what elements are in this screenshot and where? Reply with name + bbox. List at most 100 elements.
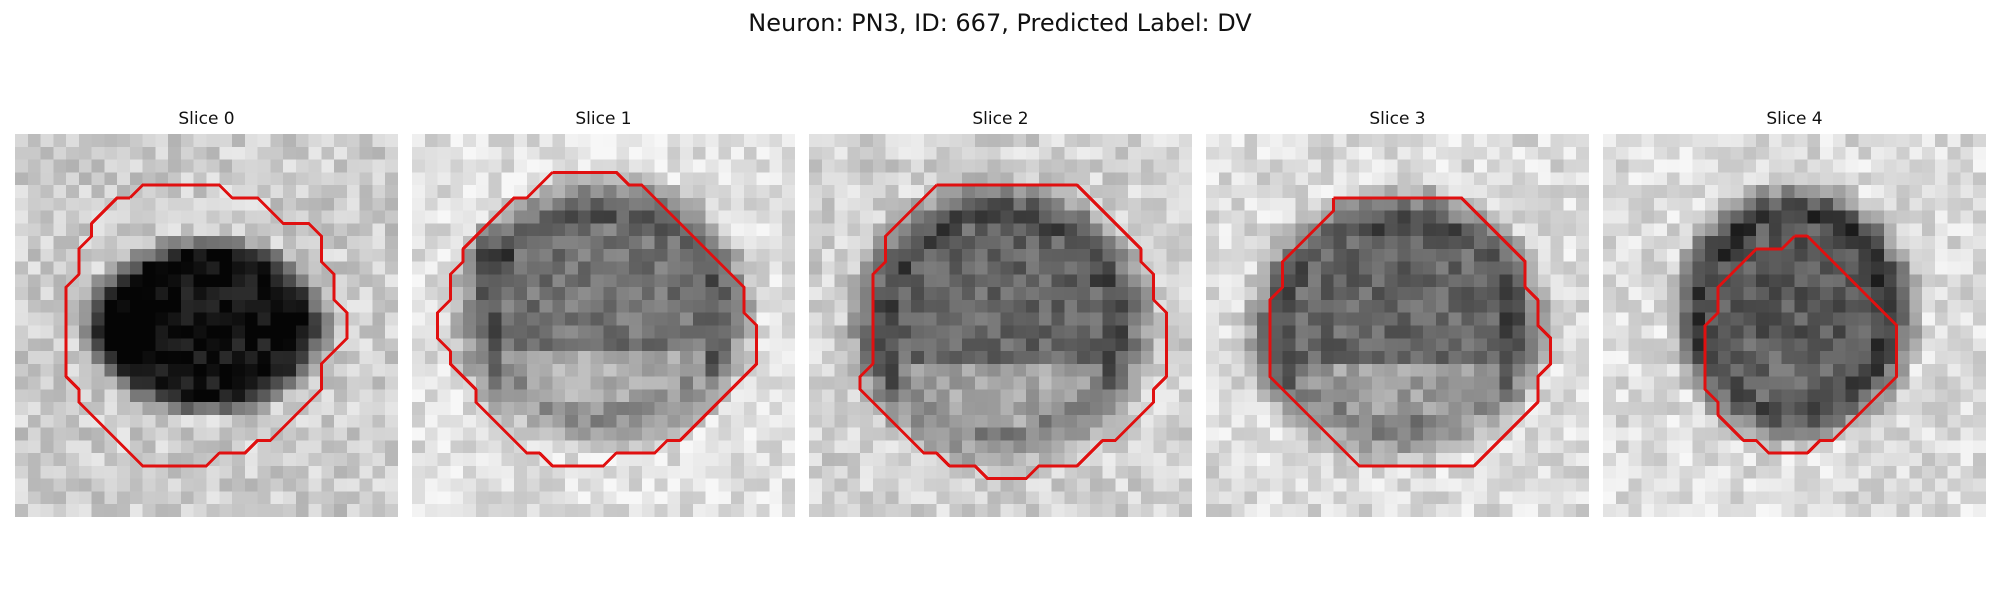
pixel — [1743, 172, 1757, 186]
pixel — [1871, 363, 1885, 377]
pixel — [834, 248, 848, 262]
pixel — [1692, 363, 1706, 377]
pixel — [1410, 223, 1424, 237]
pixel — [15, 134, 29, 148]
pixel — [898, 389, 912, 403]
pixel — [295, 504, 309, 517]
pixel — [27, 427, 41, 441]
pixel — [1371, 299, 1385, 313]
pixel — [577, 172, 591, 186]
pixel — [1474, 261, 1488, 275]
pixel — [1628, 491, 1642, 505]
pixel — [769, 389, 783, 403]
pixel — [1705, 146, 1719, 160]
pixel — [1231, 248, 1245, 262]
pixel — [1077, 223, 1091, 237]
pixel — [923, 261, 937, 275]
pixel — [168, 402, 182, 416]
pixel — [283, 504, 297, 517]
pixel — [1308, 453, 1322, 467]
pixel — [1858, 504, 1872, 517]
pixel — [463, 453, 477, 467]
pixel — [1896, 389, 1910, 403]
pixel — [1947, 248, 1961, 262]
pixel — [424, 197, 438, 211]
pixel — [1628, 287, 1642, 301]
pixel — [821, 414, 835, 428]
pixel — [1231, 478, 1245, 492]
pixel — [1410, 427, 1424, 441]
pixel — [219, 299, 233, 313]
pixel — [15, 197, 29, 211]
pixel — [667, 491, 681, 505]
pixel — [40, 223, 54, 237]
pixel — [412, 427, 426, 441]
pixel — [1128, 491, 1142, 505]
pixel — [66, 453, 80, 467]
pixel — [936, 172, 950, 186]
pixel — [1628, 325, 1642, 339]
pixel — [692, 363, 706, 377]
pixel — [1525, 248, 1539, 262]
pixel — [539, 465, 553, 479]
pixel — [1858, 363, 1872, 377]
pixel — [1077, 134, 1091, 148]
pixel — [949, 465, 963, 479]
pixel — [1128, 274, 1142, 288]
pixel — [155, 440, 169, 454]
pixel — [1320, 478, 1334, 492]
pixel — [629, 453, 643, 467]
pixel — [40, 210, 54, 224]
pixel — [1140, 427, 1154, 441]
pixel — [334, 478, 348, 492]
pixel — [385, 504, 398, 517]
pixel — [1871, 414, 1885, 428]
pixel — [1934, 351, 1948, 365]
pixel — [1705, 299, 1719, 313]
pixel — [1448, 465, 1462, 479]
pixel — [450, 185, 464, 199]
pixel — [680, 376, 694, 390]
pixel — [193, 414, 207, 428]
pixel — [1717, 236, 1731, 250]
pixel — [78, 248, 92, 262]
pixel — [129, 236, 143, 250]
pixel — [1435, 299, 1449, 313]
pixel — [1231, 172, 1245, 186]
pixel — [15, 504, 29, 517]
pixel — [923, 197, 937, 211]
pixel — [1371, 134, 1385, 148]
pixel — [692, 146, 706, 160]
pixel — [1576, 465, 1589, 479]
pixel — [1269, 363, 1283, 377]
pixel — [1692, 312, 1706, 326]
pixel — [1206, 504, 1220, 517]
pixel — [680, 312, 694, 326]
pixel — [1871, 197, 1885, 211]
pixel — [53, 223, 67, 237]
pixel — [27, 491, 41, 505]
pixel — [1461, 440, 1475, 454]
pixel — [219, 491, 233, 505]
pixel — [552, 312, 566, 326]
pixel — [1051, 504, 1065, 517]
pixel — [1666, 299, 1680, 313]
pixel — [718, 414, 732, 428]
pixel — [1641, 491, 1655, 505]
pixel — [1550, 146, 1564, 160]
pixel — [142, 248, 156, 262]
pixel — [1922, 223, 1936, 237]
pixel — [616, 210, 630, 224]
pixel — [450, 325, 464, 339]
pixel — [1922, 504, 1936, 517]
pixel — [1346, 504, 1360, 517]
pixel — [1922, 325, 1936, 339]
pixel — [78, 185, 92, 199]
pixel — [743, 159, 757, 173]
pixel — [1397, 159, 1411, 173]
pixel — [1218, 363, 1232, 377]
pixel — [53, 185, 67, 199]
pixel — [872, 389, 886, 403]
pixel — [155, 427, 169, 441]
pixel — [1717, 351, 1731, 365]
